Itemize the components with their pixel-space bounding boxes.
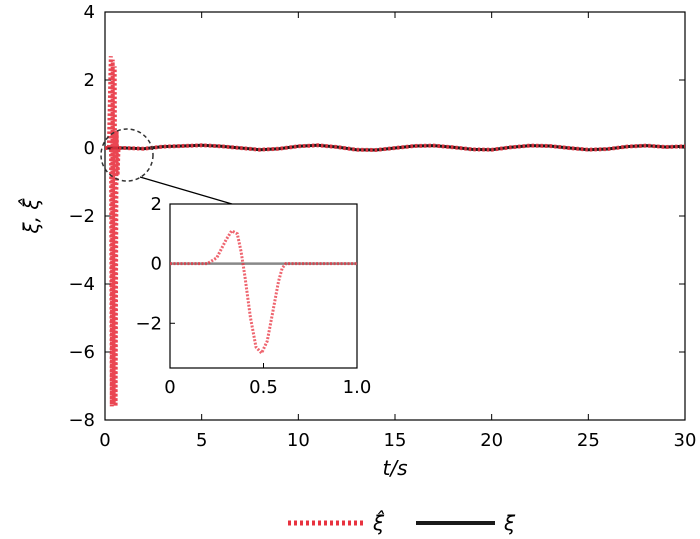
x-tick-label: 10 xyxy=(287,430,310,451)
y-tick-label: −6 xyxy=(68,342,95,363)
inset-frame xyxy=(169,203,358,369)
series-line-estimate xyxy=(105,56,685,407)
zoom-circle xyxy=(100,128,154,182)
zoom-leader-line xyxy=(139,176,233,205)
legend-label-actual: ξ xyxy=(503,511,516,535)
inset-plot: 0 0.5 1.0 −2 0 2 xyxy=(135,194,371,398)
x-tick-label: 25 xyxy=(577,430,600,451)
inset-y-tick-label: 0 xyxy=(151,254,162,275)
x-axis-label: t/s xyxy=(383,456,408,480)
legend: ξ̂ ξ xyxy=(288,510,516,535)
x-tick-label: 5 xyxy=(196,430,207,451)
y-tick-label: 0 xyxy=(84,138,95,159)
inset-series-group xyxy=(170,228,357,356)
zoom-callout xyxy=(100,128,233,205)
y-axis-label: ξ, ξ̂ xyxy=(18,198,43,235)
inset-y-tick-label: −2 xyxy=(135,313,162,334)
x-tick-label: 0 xyxy=(99,430,110,451)
y-tick-label: 2 xyxy=(84,70,95,91)
legend-label-estimate: ξ̂ xyxy=(372,510,385,535)
y-tick-label: 4 xyxy=(84,2,95,23)
y-tick-label: −4 xyxy=(68,274,95,295)
inset-x-tick-label: 0 xyxy=(164,377,175,398)
y-tick-label: −8 xyxy=(68,410,95,431)
x-tick-label: 15 xyxy=(384,430,407,451)
inset-y-tick-label: 2 xyxy=(151,194,162,215)
inset-x-tick-label: 1.0 xyxy=(343,377,372,398)
series-group xyxy=(105,56,685,407)
x-tick-label: 30 xyxy=(674,430,697,451)
inset-x-tick-label: 0.5 xyxy=(249,377,278,398)
y-tick-label: −2 xyxy=(68,206,95,227)
x-tick-label: 20 xyxy=(480,430,503,451)
